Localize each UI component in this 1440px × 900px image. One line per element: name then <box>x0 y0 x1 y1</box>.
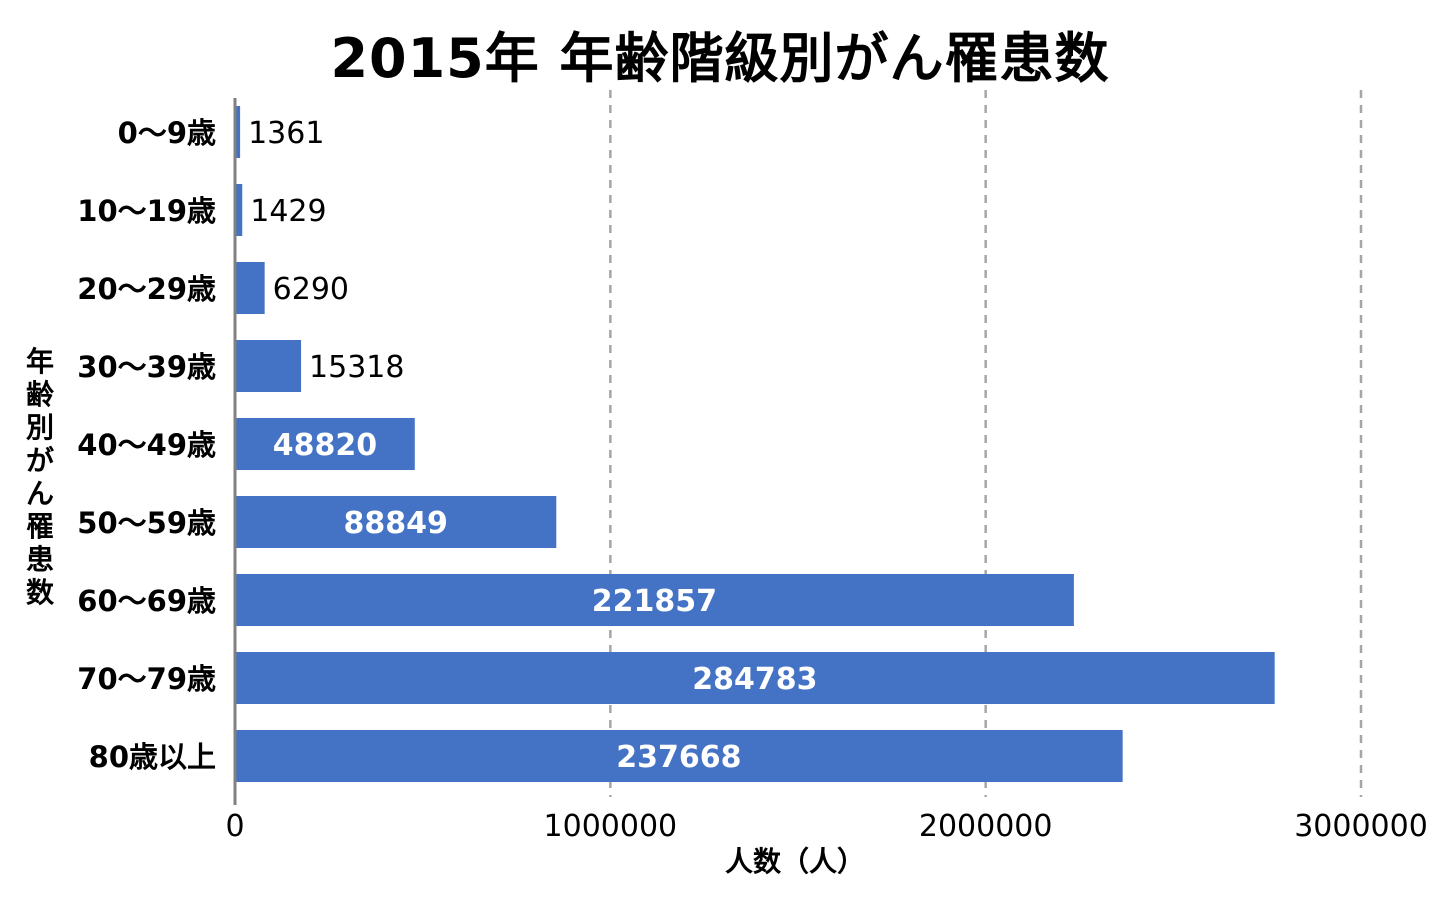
data-label: 15318 <box>309 350 404 385</box>
category-label: 50〜59歳 <box>77 506 216 540</box>
y-axis-title: 年齢別がん罹患数 <box>25 345 54 609</box>
bar <box>235 496 557 548</box>
x-tick-label: 3000000 <box>1294 809 1428 844</box>
bar <box>235 340 302 392</box>
category-label: 60〜69歳 <box>77 584 216 618</box>
data-label: 48820 <box>273 428 377 463</box>
bar <box>235 184 243 236</box>
bar <box>235 418 415 470</box>
bar <box>235 652 1275 704</box>
data-label: 221857 <box>592 584 717 619</box>
category-label: 40〜49歳 <box>77 428 216 462</box>
category-label: 0〜9歳 <box>118 116 216 150</box>
data-label: 237668 <box>616 740 741 775</box>
category-label: 10〜19歳 <box>77 194 216 228</box>
data-label: 1429 <box>250 194 326 229</box>
bar <box>235 574 1074 626</box>
bar <box>235 262 265 314</box>
data-label: 1361 <box>248 116 324 151</box>
data-label: 88849 <box>343 506 447 541</box>
x-tick-label: 0 <box>225 809 244 844</box>
bar <box>235 730 1123 782</box>
x-tick-label: 1000000 <box>544 809 678 844</box>
x-tick-label: 2000000 <box>919 809 1053 844</box>
data-label: 284783 <box>692 662 817 697</box>
bar <box>235 106 241 158</box>
data-label: 6290 <box>273 272 349 307</box>
category-label: 30〜39歳 <box>77 350 216 384</box>
category-label: 70〜79歳 <box>77 662 216 696</box>
chart-title: 2015年 年齢階級別がん罹患数 <box>330 27 1110 90</box>
x-axis-title: 人数（人） <box>724 845 865 878</box>
category-label: 20〜29歳 <box>77 272 216 306</box>
category-label: 80歳以上 <box>89 740 216 774</box>
